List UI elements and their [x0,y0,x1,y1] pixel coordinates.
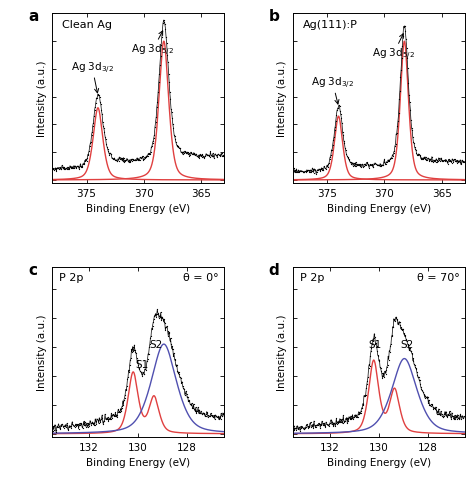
Y-axis label: Intensity (a.u.): Intensity (a.u.) [277,314,287,391]
X-axis label: Binding Energy (eV): Binding Energy (eV) [327,457,431,467]
Text: Ag 3d$_{5/2}$: Ag 3d$_{5/2}$ [131,32,174,58]
Y-axis label: Intensity (a.u.): Intensity (a.u.) [277,60,287,137]
Text: S2: S2 [150,339,163,349]
Text: Ag(111):P: Ag(111):P [303,20,358,29]
Text: θ = 70°: θ = 70° [417,273,459,283]
Text: Ag 3d$_{3/2}$: Ag 3d$_{3/2}$ [311,76,354,105]
Text: a: a [28,9,38,24]
X-axis label: Binding Energy (eV): Binding Energy (eV) [86,204,190,214]
Text: P 2p: P 2p [59,273,83,283]
Text: S1: S1 [368,339,382,349]
Text: Clean Ag: Clean Ag [63,20,112,29]
Y-axis label: Intensity (a.u.): Intensity (a.u.) [36,60,46,137]
X-axis label: Binding Energy (eV): Binding Energy (eV) [327,204,431,214]
X-axis label: Binding Energy (eV): Binding Energy (eV) [86,457,190,467]
Text: P 2p: P 2p [300,273,324,283]
Text: S1: S1 [135,360,148,370]
Text: c: c [28,263,37,278]
Text: b: b [269,9,280,24]
Text: Ag 3d$_{5/2}$: Ag 3d$_{5/2}$ [372,35,415,62]
Text: Ag 3d$_{3/2}$: Ag 3d$_{3/2}$ [71,61,114,94]
Y-axis label: Intensity (a.u.): Intensity (a.u.) [36,314,46,391]
Text: d: d [269,263,279,278]
Text: S2: S2 [400,339,413,349]
Text: θ = 0°: θ = 0° [183,273,219,283]
